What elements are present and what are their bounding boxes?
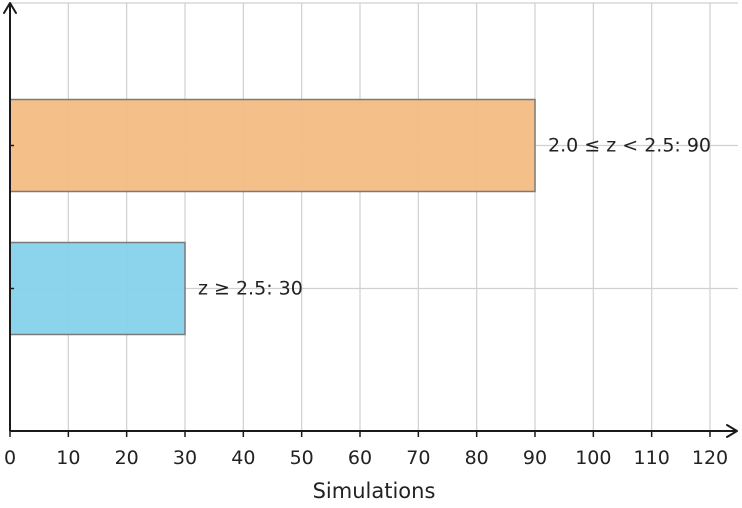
x-tick-label: 0 [4,447,16,469]
x-tick-label: 60 [348,447,372,469]
y-axis-arrowhead [3,2,17,14]
x-tick-label: 70 [406,447,430,469]
x-tick-label: 30 [173,447,197,469]
x-tick-label: 10 [56,447,80,469]
axes [3,2,738,438]
bar-data-label: z ≥ 2.5: 30 [198,278,303,300]
x-axis-arrowhead [726,424,738,438]
x-tick-label: 20 [115,447,139,469]
x-axis-ticks: 0 10 20 30 40 50 60 70 80 90 100 110 120 [4,144,728,469]
x-tick-label: 50 [290,447,314,469]
x-tick-label: 100 [575,447,611,469]
x-tick-label: 120 [692,447,728,469]
x-tick-label: 40 [231,447,255,469]
x-tick-label: 110 [634,447,670,469]
bar-2 [9,241,186,336]
bars [9,98,536,336]
x-tick-label: 90 [523,447,547,469]
grid [10,2,738,431]
bar-data-labels: 2.0 ≤ z < 2.5: 90 z ≥ 2.5: 30 [198,135,711,300]
x-tick-label: 80 [465,447,489,469]
bar-data-label: 2.0 ≤ z < 2.5: 90 [548,135,711,157]
x-axis-title: Simulations [313,479,436,503]
bar-1 [9,98,536,193]
